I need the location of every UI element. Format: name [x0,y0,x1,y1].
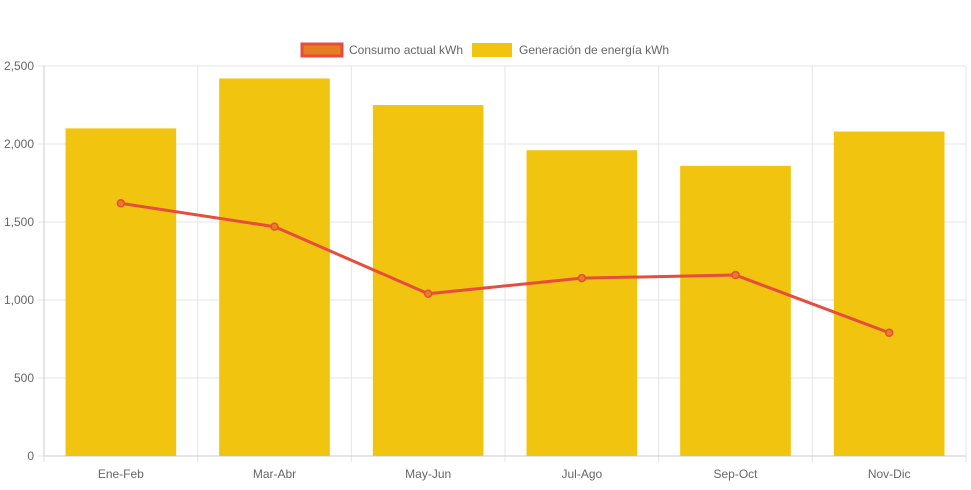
line-point[interactable] [116,199,126,208]
legend-swatch-consumo[interactable] [300,42,344,58]
line-point[interactable] [423,289,433,299]
line-point[interactable] [884,328,894,338]
x-tick-label: Ene-Feb [98,467,144,481]
x-tick-label: Mar-Abr [253,467,296,481]
line-point[interactable] [731,270,740,280]
line-point[interactable] [270,222,279,231]
legend-swatch-generacion[interactable] [472,43,512,57]
x-tick-label: Nov-Dic [868,467,911,481]
legend: Consumo actual kWh Generación de energía … [300,42,669,58]
y-tick-label: 500 [14,371,34,385]
y-tick-label: 1,500 [4,215,34,229]
y-axis: 0 500 1,000 1,500 2,000 2,500 [4,59,45,463]
y-tick-label: 2,000 [4,137,34,151]
x-axis: Ene-Feb Mar-Abr May-Jun Jul-Ago Sep-Oct Nov-D… [44,455,966,481]
y-tick-label: 2,500 [4,59,34,73]
x-tick-label: Sep-Oct [713,467,758,481]
y-tick-label: 0 [27,449,34,463]
bar[interactable] [680,165,791,456]
legend-label-generacion[interactable]: Generación de energía kWh [519,43,669,57]
line-series [116,199,894,338]
bar[interactable] [526,150,638,457]
bar[interactable] [833,131,945,456]
bar-series [65,78,945,457]
x-tick-label: Jul-Ago [561,467,602,481]
y-tick-label: 1,000 [4,293,34,307]
bar[interactable] [372,105,484,456]
x-tick-label: May-Jun [405,467,451,481]
consumption-line [120,201,890,335]
bar[interactable] [219,78,330,456]
line-point[interactable] [577,273,587,283]
legend-label-consumo[interactable]: Consumo actual kWh [349,43,463,57]
bar[interactable] [65,128,177,456]
grid-lines [38,65,967,462]
